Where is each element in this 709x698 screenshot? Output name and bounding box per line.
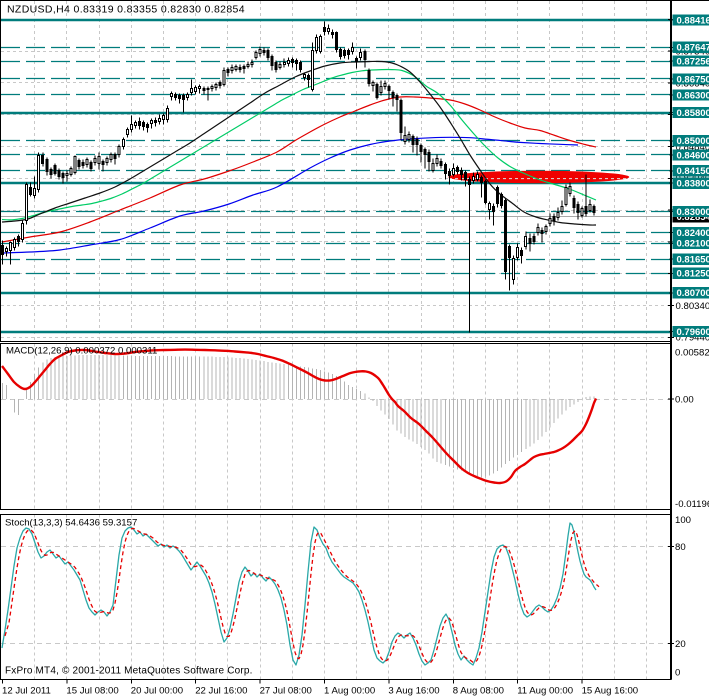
svg-text:0.82100: 0.82100 — [677, 239, 709, 250]
svg-text:FxPro MT4, © 2001-2011 MetaQuo: FxPro MT4, © 2001-2011 MetaQuotes Softwa… — [5, 666, 253, 677]
svg-text:0: 0 — [675, 668, 680, 679]
svg-text:Stoch(13,3,3) 54.6436 59.3157: Stoch(13,3,3) 54.6436 59.3157 — [5, 518, 137, 529]
svg-text:NZDUSD,H4 0.83319 0.83355 0.8: NZDUSD,H4 0.83319 0.83355 0.82830 0.8285… — [7, 4, 245, 16]
svg-text:0.88416: 0.88416 — [677, 16, 709, 27]
svg-text:0.86300: 0.86300 — [677, 90, 709, 101]
svg-text:1 Aug 00:00: 1 Aug 00:00 — [324, 686, 375, 697]
svg-text:0.80340: 0.80340 — [676, 301, 709, 312]
svg-text:11 Aug 00:00: 11 Aug 00:00 — [517, 686, 573, 697]
svg-text:0.81250: 0.81250 — [677, 269, 709, 280]
svg-text:8 Aug 08:00: 8 Aug 08:00 — [453, 686, 504, 697]
svg-text:0.84840: 0.84840 — [676, 142, 709, 153]
svg-text:0.85000: 0.85000 — [677, 136, 709, 147]
svg-text:3 Aug 16:00: 3 Aug 16:00 — [388, 686, 439, 697]
svg-text:0.82854: 0.82854 — [677, 212, 709, 223]
svg-text:0.87647: 0.87647 — [677, 43, 709, 54]
svg-text:0.79440: 0.79440 — [676, 333, 709, 344]
svg-text:0.85800: 0.85800 — [677, 108, 709, 119]
svg-text:0.83000: 0.83000 — [677, 207, 709, 218]
svg-text:20 Jul 00:00: 20 Jul 00:00 — [131, 686, 183, 697]
svg-text:0.86750: 0.86750 — [677, 74, 709, 85]
svg-text:27 Jul 08:00: 27 Jul 08:00 — [260, 686, 312, 697]
svg-text:MACD(12,26,9) 0.000372 0.00031: MACD(12,26,9) 0.000372 0.000311 — [6, 346, 157, 357]
svg-text:15 Jul 08:00: 15 Jul 08:00 — [66, 686, 118, 697]
svg-text:0.82400: 0.82400 — [677, 228, 709, 239]
svg-text:15 Aug 16:00: 15 Aug 16:00 — [582, 686, 639, 697]
svg-text:0.84600: 0.84600 — [677, 150, 709, 161]
svg-text:12 Jul 2011: 12 Jul 2011 — [2, 686, 51, 697]
svg-text:0.81650: 0.81650 — [677, 255, 709, 266]
svg-text:0.80700: 0.80700 — [677, 288, 709, 299]
svg-text:22 Jul 16:00: 22 Jul 16:00 — [195, 686, 247, 697]
svg-text:0.83800: 0.83800 — [677, 179, 709, 190]
svg-text:0.00: 0.00 — [675, 395, 694, 406]
svg-text:0.79600: 0.79600 — [677, 327, 709, 338]
svg-text:80: 80 — [675, 542, 686, 553]
svg-text:-0.01196: -0.01196 — [675, 499, 709, 510]
svg-text:0.84150: 0.84150 — [677, 166, 709, 177]
svg-text:0.87256: 0.87256 — [677, 57, 709, 68]
svg-text:100: 100 — [675, 515, 691, 526]
svg-text:0.00582: 0.00582 — [675, 348, 709, 359]
svg-text:20: 20 — [675, 639, 686, 650]
